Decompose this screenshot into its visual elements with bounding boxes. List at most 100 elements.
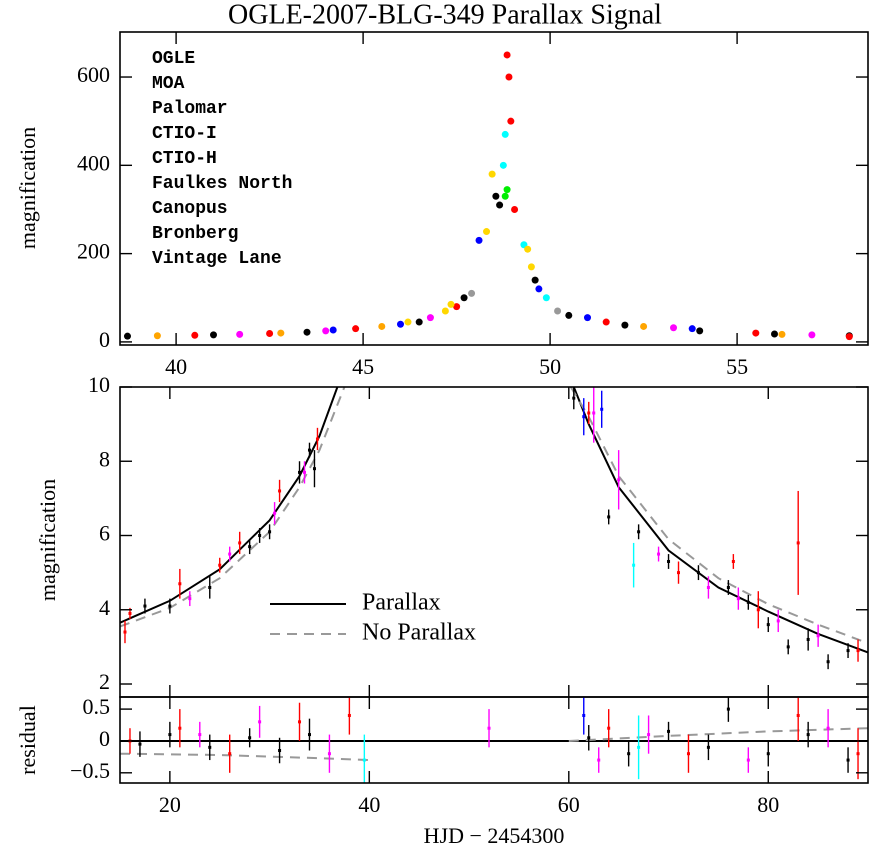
legend-entry: OGLE (152, 49, 195, 69)
y-axis-label: magnification (35, 479, 60, 601)
data-point (766, 752, 770, 756)
data-point (236, 330, 244, 338)
x-tick-label: 40 (165, 354, 187, 379)
legend-entry: Canopus (152, 199, 228, 219)
data-point (347, 713, 351, 717)
data-point (453, 303, 461, 311)
data-point (397, 320, 404, 328)
data-point (621, 321, 629, 329)
data-point (303, 328, 311, 336)
data-point (329, 326, 337, 334)
data-point (138, 742, 142, 746)
x-tick-label: 50 (539, 354, 561, 379)
data-point (592, 411, 596, 415)
plot-area (123, 51, 853, 341)
y-tick-label: 10 (88, 372, 110, 397)
data-point (198, 733, 202, 737)
data-point (268, 530, 272, 534)
data-point (278, 489, 282, 493)
data-point (826, 726, 830, 730)
y-tick-label: −0.5 (70, 758, 110, 783)
data-point (492, 192, 500, 200)
data-point (524, 245, 532, 253)
data-point (756, 608, 760, 612)
data-point (554, 307, 562, 315)
data-point (168, 604, 172, 608)
legend-entry: Vintage Lane (152, 249, 282, 269)
data-point (468, 289, 476, 297)
y-tick-label: 400 (77, 150, 110, 175)
data-point (312, 467, 316, 471)
data-point (501, 130, 509, 138)
data-point (686, 752, 690, 756)
data-point (266, 330, 274, 338)
data-point (647, 733, 651, 737)
data-point (191, 331, 199, 339)
data-point (572, 396, 576, 400)
data-point (688, 325, 696, 333)
data-point (726, 585, 730, 589)
data-point (667, 559, 671, 563)
data-point (677, 571, 681, 575)
data-point (584, 314, 591, 322)
data-point (637, 745, 641, 749)
data-point (696, 571, 700, 575)
data-point (210, 331, 217, 339)
data-point (776, 619, 780, 623)
data-point (587, 411, 591, 415)
data-point (531, 276, 539, 284)
data-point (499, 161, 507, 169)
data-point (607, 515, 611, 519)
data-point (657, 552, 661, 556)
data-point (178, 582, 182, 586)
data-point (123, 630, 127, 634)
data-point (322, 327, 330, 335)
data-point (441, 307, 449, 315)
legend-entry: MOA (152, 74, 185, 94)
model-line (120, 727, 868, 762)
data-point (706, 585, 710, 589)
data-point (766, 623, 770, 627)
legend-entry: Faulkes North (152, 174, 292, 194)
legend-entry: CTIO-H (152, 149, 217, 169)
data-point (507, 117, 515, 125)
data-point (277, 329, 285, 337)
data-point (501, 192, 509, 200)
data-point (856, 649, 860, 653)
data-point (726, 707, 730, 711)
legend-entry: Parallax (362, 590, 441, 616)
data-point (808, 331, 816, 339)
data-point (607, 726, 611, 730)
legend-entry: CTIO-I (152, 124, 217, 144)
data-point (736, 597, 740, 601)
data-point (846, 758, 850, 762)
y-tick-label: 6 (99, 521, 110, 546)
data-point (542, 294, 550, 302)
data-point (228, 752, 232, 756)
data-point (496, 201, 504, 209)
data-point (856, 752, 860, 756)
data-point (178, 726, 182, 730)
data-point (706, 745, 710, 749)
data-point (786, 645, 790, 649)
data-point (587, 736, 591, 740)
data-point (248, 736, 252, 740)
data-point (511, 205, 519, 213)
data-point (208, 585, 212, 589)
data-point (778, 330, 786, 338)
data-point (315, 437, 319, 441)
data-point (168, 733, 172, 737)
data-point (806, 733, 810, 737)
data-point (826, 660, 830, 664)
data-point (796, 541, 800, 545)
data-point (208, 745, 212, 749)
data-point (378, 322, 386, 330)
y-tick-label: 4 (99, 595, 110, 620)
data-point (228, 552, 232, 556)
data-point (600, 407, 604, 411)
data-point (582, 415, 586, 419)
frame (119, 31, 869, 346)
y-tick-label: 2 (99, 669, 110, 694)
data-point (298, 470, 302, 474)
plot-area (120, 697, 868, 783)
